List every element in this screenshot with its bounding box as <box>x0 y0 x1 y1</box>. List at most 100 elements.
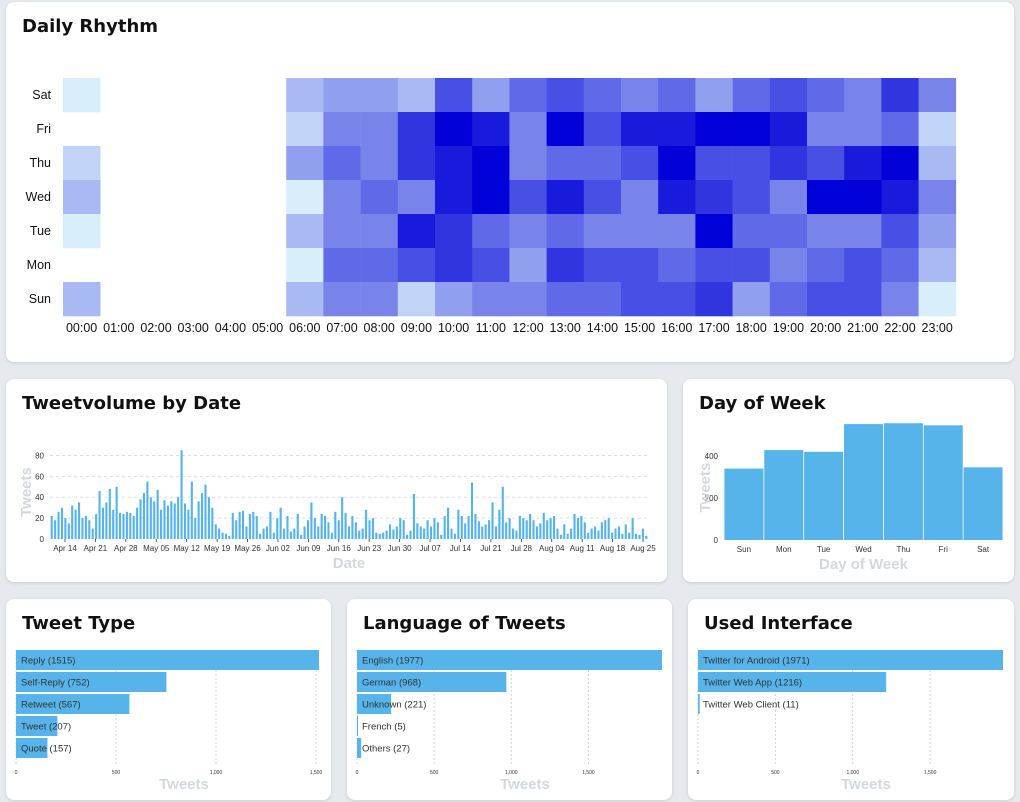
heatmap-cell <box>621 78 659 113</box>
daily-rhythm-title: Daily Rhythm <box>22 16 159 37</box>
heatmap-cell <box>769 180 808 215</box>
bar <box>84 516 87 539</box>
heatmap-cell <box>286 78 324 113</box>
heatmap-hour-label: 03:00 <box>178 321 209 335</box>
bar <box>139 499 142 539</box>
language-card: Language of Tweets 0 500 1,000 1,500 English… <box>347 599 672 800</box>
x-tick-label: Jun 02 <box>266 544 291 553</box>
heatmap-cell <box>397 146 436 181</box>
bar <box>604 520 607 539</box>
heatmap-hour-label: 08:00 <box>364 321 395 335</box>
heatmap-cell <box>881 282 919 317</box>
heatmap-hour-label: 10:00 <box>438 321 469 335</box>
heatmap-cell <box>472 248 510 283</box>
heatmap-hour-label: 15:00 <box>624 321 655 335</box>
heatmap-cell <box>397 214 436 249</box>
heatmap-cell <box>509 78 547 113</box>
bar <box>433 518 436 539</box>
bar <box>125 511 128 539</box>
bar <box>177 497 180 539</box>
bar <box>132 516 135 539</box>
heatmap-cell <box>918 78 957 113</box>
heatmap-cell <box>621 248 659 283</box>
bar <box>764 450 804 540</box>
bar <box>347 526 351 539</box>
bar-label: English (1977) <box>362 656 423 667</box>
heatmap-cell <box>807 146 845 181</box>
bar <box>570 528 573 539</box>
bar <box>515 530 518 539</box>
x-tick-label: May 05 <box>143 544 170 553</box>
heatmap-cell <box>509 112 547 147</box>
bar <box>269 511 272 539</box>
x-tick-label: 500 <box>771 770 780 776</box>
bar-label: Unknown (221) <box>362 700 426 711</box>
heatmap-cell <box>881 146 919 181</box>
heatmap-cell <box>807 78 845 113</box>
heatmap-cell <box>323 180 361 215</box>
heatmap-cell <box>918 214 957 249</box>
tweet-volume-card: Tweetvolume by Date 0 20 40 60 80 Apr 14 Apr 2… <box>6 379 667 582</box>
heatmap-day-label: Sat <box>32 88 51 102</box>
heatmap-cell <box>621 112 659 147</box>
bar <box>368 520 371 539</box>
tweet-volume-title: Tweetvolume by Date <box>22 393 242 414</box>
bar <box>303 526 306 539</box>
bar-label: Self-Reply (752) <box>21 678 90 689</box>
x-tick-label: Aug 25 <box>630 544 656 553</box>
heatmap-hour-label: 05:00 <box>252 321 283 335</box>
bar <box>576 518 580 539</box>
bar <box>221 532 224 539</box>
x-tick-label: Apr 14 <box>53 544 77 553</box>
heatmap-cell <box>360 214 399 249</box>
bar <box>16 694 130 714</box>
bar <box>180 450 183 539</box>
heatmap-cell <box>807 112 845 147</box>
bar <box>529 513 532 539</box>
bar <box>248 513 251 539</box>
heatmap-day-label: Thu <box>29 156 51 170</box>
heatmap-cell <box>63 180 101 215</box>
heatmap-cell <box>695 248 733 283</box>
bar <box>552 516 556 539</box>
bar <box>361 528 364 539</box>
bar <box>242 510 245 539</box>
bar <box>156 489 159 539</box>
x-tick-label: 0 <box>356 770 359 776</box>
bar <box>334 511 337 539</box>
heatmap-cell <box>881 214 919 249</box>
heatmap-cell <box>918 112 957 147</box>
bar <box>142 493 146 539</box>
y-tick-label: 400 <box>705 452 719 461</box>
day-of-week-card: Day of Week 0 200 400 Sun Mon Tue Wed Thu Fri Sat… <box>683 379 1014 582</box>
heatmap-cell <box>435 146 473 181</box>
bar <box>77 502 81 539</box>
heatmap-cell <box>881 78 919 113</box>
heatmap-hour-label: 04:00 <box>215 321 246 335</box>
bar <box>607 518 610 539</box>
bar <box>91 528 94 539</box>
bar <box>573 513 576 539</box>
heatmap-cell <box>397 78 436 113</box>
bar <box>440 534 443 539</box>
heatmap-cell <box>546 248 585 283</box>
bar <box>614 528 617 539</box>
x-tick-label: Aug 04 <box>539 544 565 553</box>
bar <box>224 533 228 539</box>
bar <box>522 518 525 539</box>
heatmap-cell <box>360 282 399 317</box>
bar <box>375 532 378 539</box>
bar <box>457 509 460 539</box>
bar <box>436 522 439 539</box>
bar <box>491 502 494 539</box>
heatmap-day-label: Fri <box>36 122 51 136</box>
heatmap-cell <box>360 78 399 113</box>
bar <box>447 507 450 539</box>
bar <box>272 532 275 539</box>
bar <box>488 520 491 539</box>
heatmap-day-label: Wed <box>26 190 52 204</box>
bar <box>460 516 463 539</box>
x-tick-label: Fri <box>939 545 949 554</box>
heatmap-hour-label: 21:00 <box>847 321 878 335</box>
heatmap-cell <box>621 214 659 249</box>
